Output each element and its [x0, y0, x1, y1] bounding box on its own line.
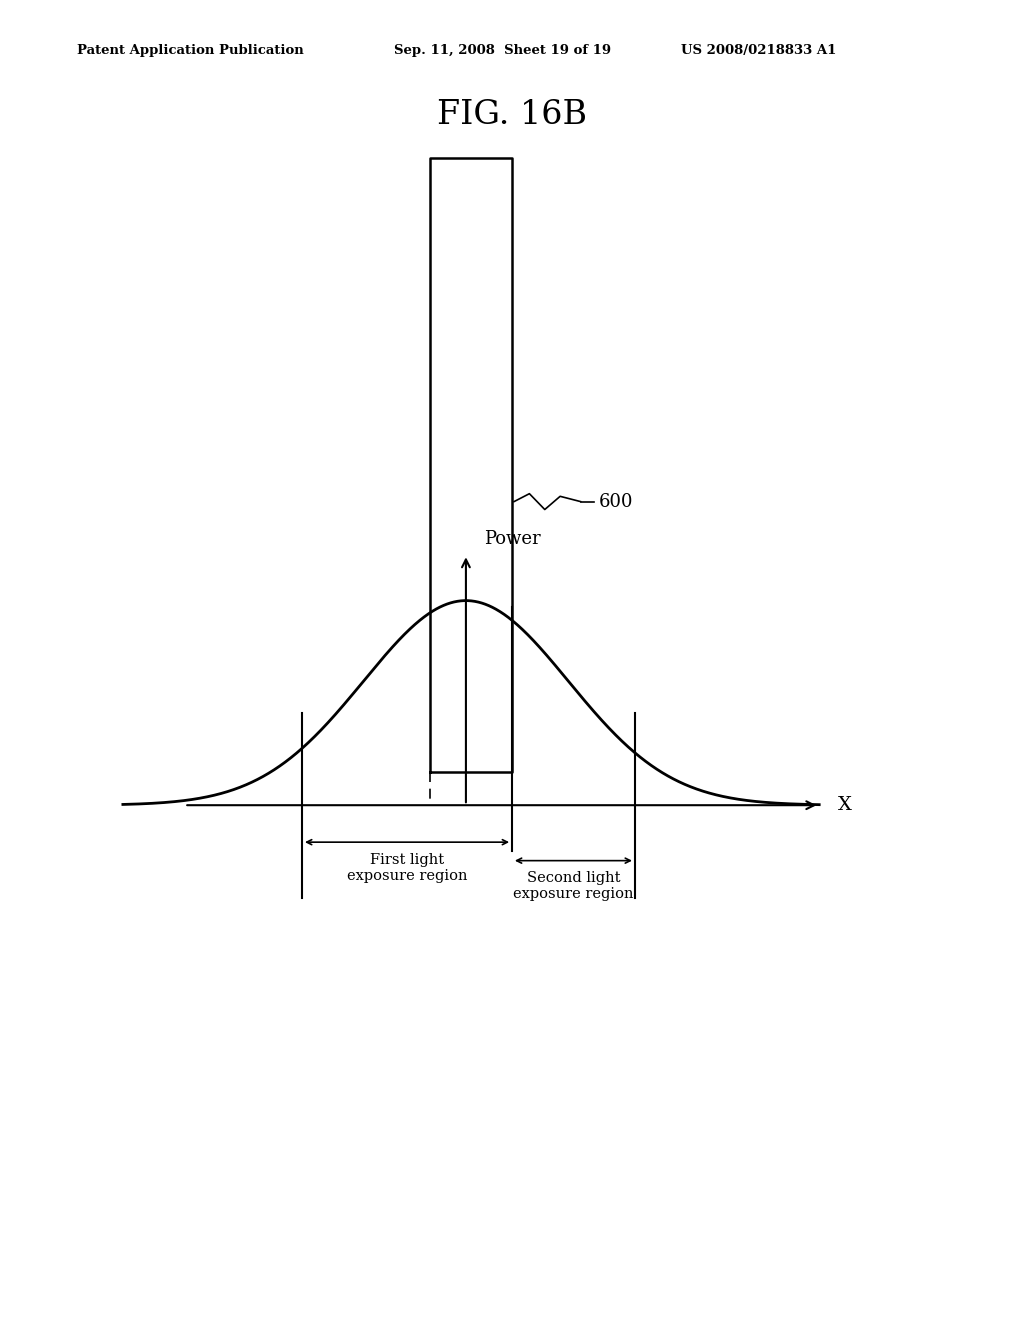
Text: 600: 600 [599, 492, 634, 511]
Text: X: X [838, 796, 852, 814]
Text: US 2008/0218833 A1: US 2008/0218833 A1 [681, 44, 837, 57]
Text: Second light
exposure region: Second light exposure region [513, 871, 634, 902]
Text: FIG. 16B: FIG. 16B [437, 99, 587, 131]
Text: Power: Power [484, 529, 541, 548]
Text: Sep. 11, 2008  Sheet 19 of 19: Sep. 11, 2008 Sheet 19 of 19 [394, 44, 611, 57]
Text: First light
exposure region: First light exposure region [347, 853, 467, 883]
Text: Patent Application Publication: Patent Application Publication [77, 44, 303, 57]
